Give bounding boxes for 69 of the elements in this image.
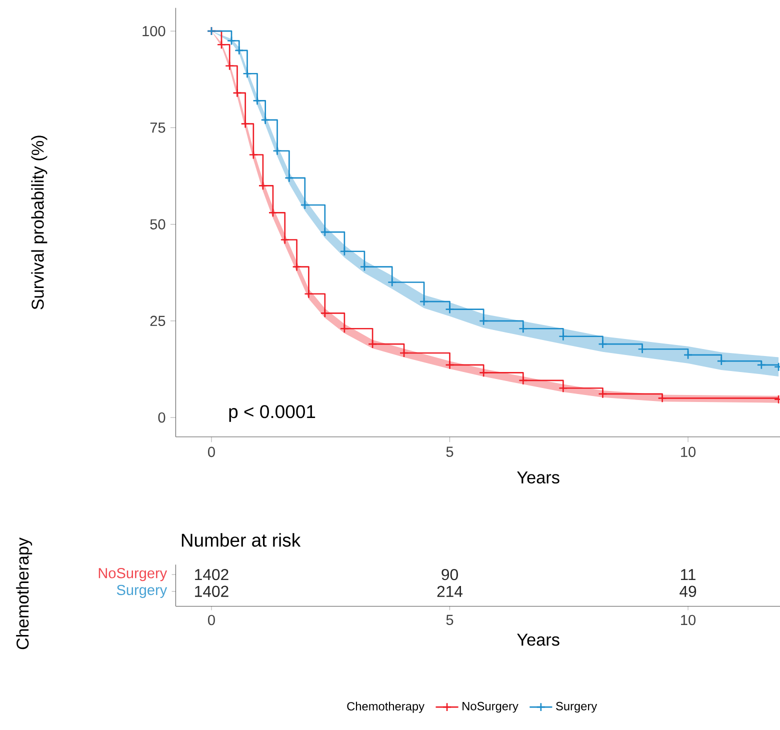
legend-label: NoSurgery: [462, 702, 518, 713]
data-label: 49: [680, 586, 696, 597]
legend-title: Chemotherapy: [347, 702, 424, 713]
point: [638, 344, 647, 354]
y-tick-label: 100: [142, 26, 166, 36]
point: [320, 227, 330, 237]
point: [598, 339, 608, 349]
point: [268, 208, 278, 218]
point: [387, 278, 397, 287]
point: [240, 119, 250, 128]
point: [234, 46, 244, 56]
x-tick-label: 10: [681, 614, 696, 626]
y-tick-label: NoSurgery: [98, 568, 168, 582]
annotation: p < 0.0001: [229, 405, 316, 422]
point: [216, 40, 226, 50]
point: [260, 115, 270, 125]
point: [340, 246, 350, 256]
point: [716, 356, 726, 366]
point: [232, 88, 242, 98]
y-axis-title: Chemotherapy: [16, 537, 32, 650]
x-tick-label: 10: [681, 446, 696, 458]
x-tick-label: 0: [208, 614, 215, 626]
point: [419, 296, 429, 306]
x-axis-title: Years: [517, 472, 560, 484]
point: [248, 150, 258, 160]
point: [360, 262, 370, 272]
point: [399, 348, 409, 358]
y-axis-title: Survival probability (%): [31, 136, 48, 310]
y-tick-label: Surgery: [116, 584, 168, 598]
x-tick-label: 0: [208, 446, 215, 458]
point: [518, 376, 528, 386]
point: [683, 350, 693, 360]
y-tick-label: 75: [150, 122, 166, 133]
data-label: 11: [681, 569, 696, 580]
chart-title: Number at risk: [182, 533, 301, 547]
point: [340, 324, 350, 334]
point: [284, 173, 294, 183]
point: [320, 308, 330, 318]
x-tick-label: 5: [446, 446, 454, 457]
point: [258, 181, 268, 190]
point: [252, 96, 262, 106]
point: [368, 339, 378, 349]
data-label: 1402: [195, 568, 228, 580]
x-axis-title: Years: [517, 634, 560, 646]
point: [300, 200, 310, 210]
x-tick-label: 5: [446, 614, 454, 625]
legend-label: Surgery: [556, 702, 598, 713]
point: [518, 324, 528, 334]
point: [756, 360, 766, 370]
point: [304, 289, 314, 298]
point: [272, 146, 282, 156]
y-tick-label: 0: [158, 412, 166, 423]
data-label: 214: [437, 586, 463, 597]
point: [242, 68, 252, 78]
point: [478, 316, 488, 326]
point: [558, 384, 568, 393]
point: [598, 389, 608, 399]
point: [658, 394, 667, 403]
y-tick-label: 50: [150, 219, 166, 230]
point: [445, 304, 454, 314]
data-label: 90: [442, 568, 458, 580]
point: [445, 360, 454, 370]
y-tick-label: 25: [150, 316, 166, 326]
point: [280, 235, 290, 244]
point: [226, 36, 236, 46]
point: [478, 368, 488, 378]
point: [224, 61, 234, 70]
point: [292, 262, 302, 272]
data-label: 1402: [195, 586, 228, 597]
